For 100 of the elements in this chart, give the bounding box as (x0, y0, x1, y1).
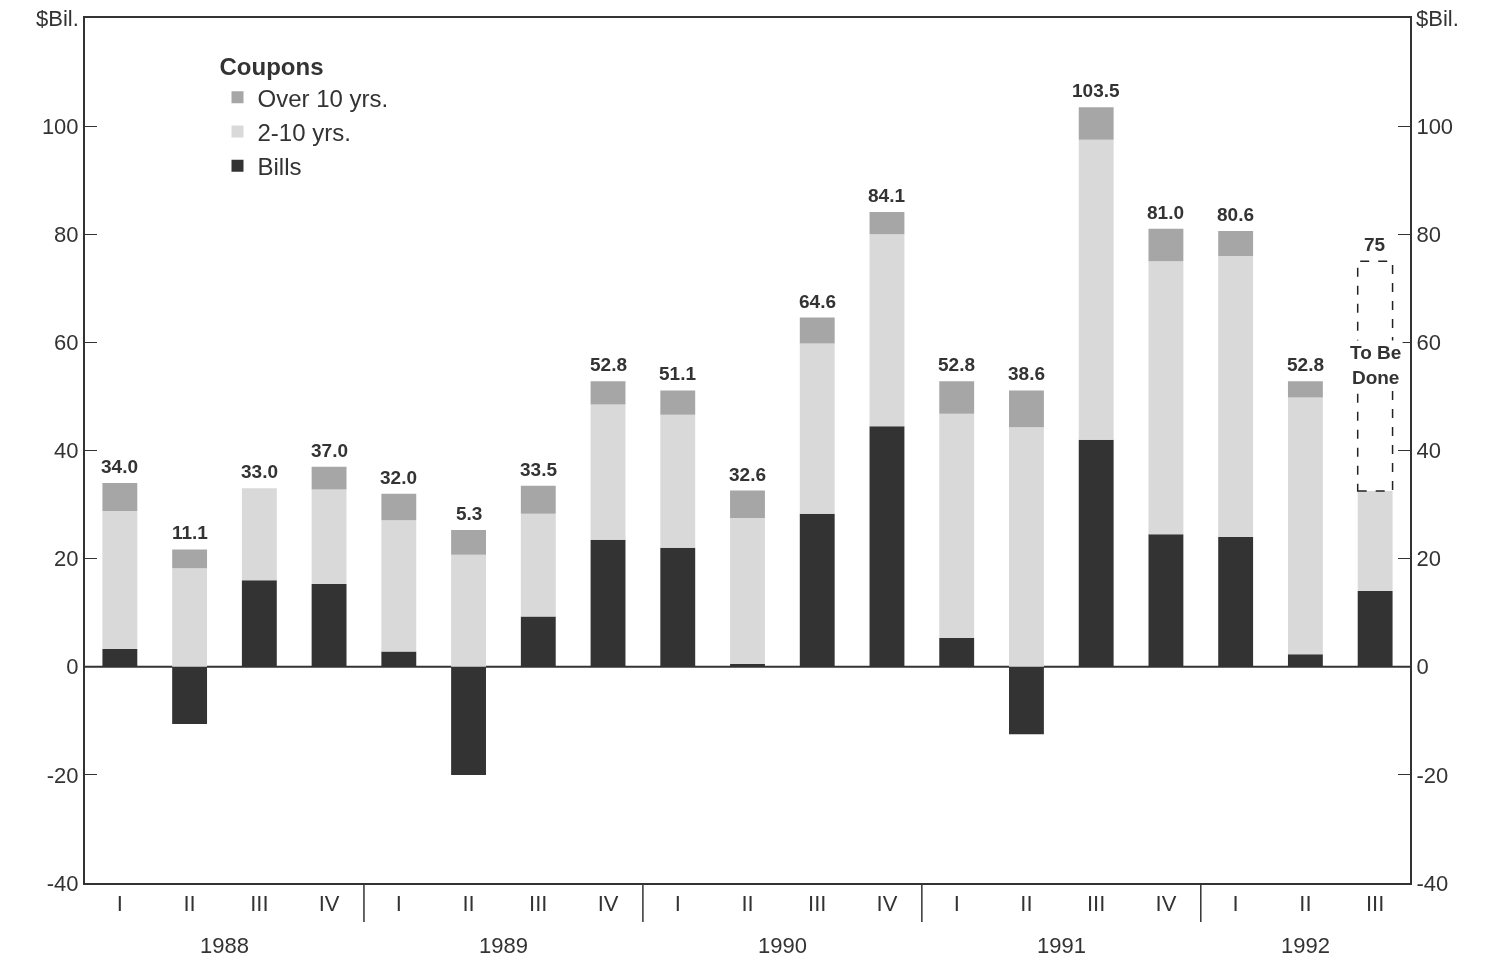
bar (1218, 231, 1254, 256)
y2-tick-label: 0 (1416, 654, 1429, 680)
bar (172, 568, 208, 667)
total-label: 33.5 (520, 459, 558, 480)
y2-tick-label: 100 (1416, 113, 1454, 139)
text: 1991 (1037, 933, 1086, 958)
legend-title: Coupons (219, 53, 324, 81)
y2-axis-title: $Bil. (1416, 6, 1459, 31)
x-tick-label: IV (1155, 891, 1177, 917)
x-tick-label: I (953, 891, 960, 917)
total-label: 37.0 (311, 440, 348, 461)
bar (381, 493, 417, 521)
y-tick-label: 100 (41, 113, 79, 139)
total-label: 32.0 (380, 467, 417, 488)
total-label: 64.6 (799, 291, 836, 312)
bar (1218, 255, 1254, 537)
legend-label: 2-10 yrs. (257, 118, 351, 146)
total-label: 84.1 (868, 185, 906, 206)
bar (1009, 427, 1044, 667)
total-label: 52.8 (938, 354, 975, 375)
bar (1078, 139, 1114, 440)
x-tick-label: III (808, 891, 827, 917)
x-tick-label: III (1365, 891, 1385, 917)
y2-tick-label: 20 (1416, 546, 1441, 572)
bar (1287, 397, 1323, 655)
y-tick-label: 80 (54, 221, 79, 247)
y2-tick-label: -20 (1416, 762, 1449, 788)
bar (451, 529, 486, 555)
total-label: 33.0 (241, 461, 278, 482)
bar (172, 549, 208, 569)
x-tick-label: III (250, 891, 269, 917)
bar (939, 413, 975, 639)
bar (660, 414, 696, 548)
bar (102, 511, 138, 649)
bar (730, 518, 765, 665)
total-label: 52.8 (1287, 354, 1324, 375)
total-label: 81.0 (1147, 202, 1184, 223)
x-tick-label: I (116, 891, 123, 917)
y-tick-label: -20 (46, 762, 79, 788)
x-tick-label: II (183, 891, 196, 917)
bar (939, 381, 975, 414)
bar (1357, 491, 1393, 592)
x-tick-label: II (1299, 891, 1312, 917)
total-label: 75 (1364, 234, 1386, 255)
text: 1990 (758, 933, 807, 958)
x-tick-label: III (529, 891, 548, 917)
bar (1287, 381, 1323, 398)
text: 1989 (479, 933, 528, 958)
bar (102, 482, 138, 512)
bar (311, 466, 347, 490)
y2-tick-label: -40 (1416, 870, 1449, 896)
total-label: 38.6 (1008, 363, 1045, 384)
legend-label: Bills (257, 153, 302, 181)
y-tick-label: 0 (66, 654, 79, 680)
x-tick-label: II (741, 891, 754, 917)
bar (869, 234, 905, 427)
total-label: 32.6 (729, 464, 766, 485)
y-tick-label: 20 (54, 546, 79, 572)
x-tick-label: I (395, 891, 402, 917)
text: 1988 (200, 933, 249, 958)
bar (1148, 261, 1184, 535)
bar (451, 554, 486, 667)
total-label: 5.3 (456, 503, 483, 524)
bar (869, 212, 905, 235)
bar (1009, 390, 1044, 428)
total-label: 80.6 (1217, 204, 1254, 225)
x-tick-label: II (462, 891, 475, 917)
bar (799, 317, 835, 344)
total-label: 103.5 (1072, 80, 1120, 101)
text: 1992 (1281, 933, 1330, 958)
bar (241, 488, 277, 581)
bar (520, 513, 556, 617)
legend-label: Over 10 yrs. (257, 84, 389, 112)
total-label: 11.1 (172, 522, 209, 543)
bar (311, 489, 347, 585)
series-label: To Be Done (1350, 342, 1402, 388)
x-tick-label: I (1232, 891, 1239, 917)
y-axis-title: $Bil. (36, 6, 79, 31)
x-tick-label: II (1020, 891, 1033, 917)
x-tick-label: I (674, 891, 681, 917)
bar (799, 343, 835, 514)
total-label: 52.8 (590, 354, 627, 375)
total-label: 34.0 (101, 456, 138, 477)
bar (1078, 107, 1114, 140)
x-tick-label: III (1087, 891, 1106, 917)
y-tick-label: 40 (54, 438, 79, 464)
bar (590, 404, 626, 540)
total-label: 51.1 (659, 363, 697, 384)
y2-tick-label: 80 (1416, 221, 1441, 247)
y2-tick-label: 40 (1416, 438, 1441, 464)
y2-tick-label: 60 (1416, 330, 1441, 356)
bar (660, 390, 696, 415)
y-tick-label: -40 (46, 870, 79, 896)
x-tick-label: IV (876, 891, 898, 917)
bar (590, 381, 626, 405)
bar (381, 520, 417, 652)
y-tick-label: 60 (54, 330, 79, 356)
bar (730, 490, 765, 519)
x-tick-label: IV (597, 891, 619, 917)
bar (520, 485, 556, 514)
